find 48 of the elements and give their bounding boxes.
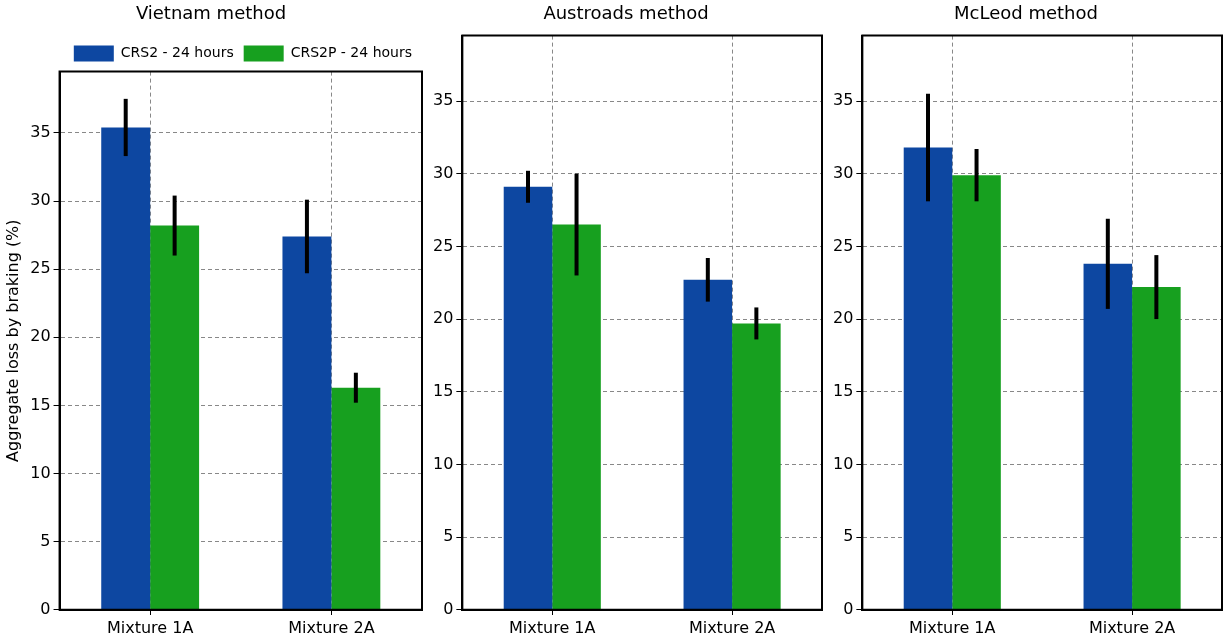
y-tick-label: 25 [433, 235, 454, 255]
x-tick-label: Mixture 2A [688, 617, 776, 637]
y-tick-label: 0 [40, 598, 51, 618]
y-tick-label: 15 [433, 380, 454, 400]
bar [1132, 287, 1181, 610]
y-tick-label: 10 [30, 462, 51, 482]
bar [903, 147, 953, 610]
x-tick-label: Mixture 2A [288, 617, 375, 637]
y-tick-label: 10 [833, 453, 854, 473]
y-tick-label: 0 [843, 598, 854, 618]
bar [331, 387, 381, 610]
x-tick-label: Mixture 1A [509, 617, 596, 637]
y-tick-label: 5 [443, 526, 454, 546]
x-tick-label: Mixture 2A [1088, 617, 1176, 637]
y-tick-label: 30 [30, 190, 51, 210]
bar [683, 279, 733, 610]
y-tick-label: 15 [833, 380, 854, 400]
y-tick-label: 20 [30, 326, 51, 346]
y-tick-label: 30 [833, 162, 854, 182]
x-tick-label: Mixture 1A [909, 617, 996, 637]
y-tick-label: 35 [433, 90, 454, 110]
y-tick-label: 30 [433, 162, 454, 182]
bar [503, 186, 553, 610]
y-tick-label: 35 [30, 122, 51, 142]
legend-label: CRS2P - 24 hours [290, 44, 413, 61]
bar [282, 236, 332, 610]
y-tick-label: 25 [30, 258, 51, 278]
y-tick-label: 35 [833, 90, 854, 110]
y-tick-label: 20 [433, 308, 454, 328]
y-axis-title: Aggregate loss by braking (%) [2, 219, 22, 462]
y-tick-label: 0 [443, 598, 454, 618]
y-tick-label: 10 [433, 453, 454, 473]
bar [101, 127, 151, 610]
y-tick-label: 15 [30, 394, 51, 414]
y-tick-label: 20 [833, 308, 854, 328]
legend-label: CRS2 - 24 hours [120, 44, 234, 61]
bar [952, 175, 1001, 610]
chart-title: McLeod method [954, 2, 1098, 24]
chart-title: Austroads method [543, 2, 709, 24]
y-tick-label: 5 [40, 530, 51, 550]
chart-title: Vietnam method [135, 2, 287, 24]
y-tick-label: 5 [843, 526, 854, 546]
y-tick-label: 25 [833, 235, 854, 255]
bar [150, 225, 200, 610]
bar [552, 224, 601, 610]
bar [1083, 263, 1133, 610]
x-tick-label: Mixture 1A [106, 617, 194, 637]
bar [732, 323, 781, 610]
